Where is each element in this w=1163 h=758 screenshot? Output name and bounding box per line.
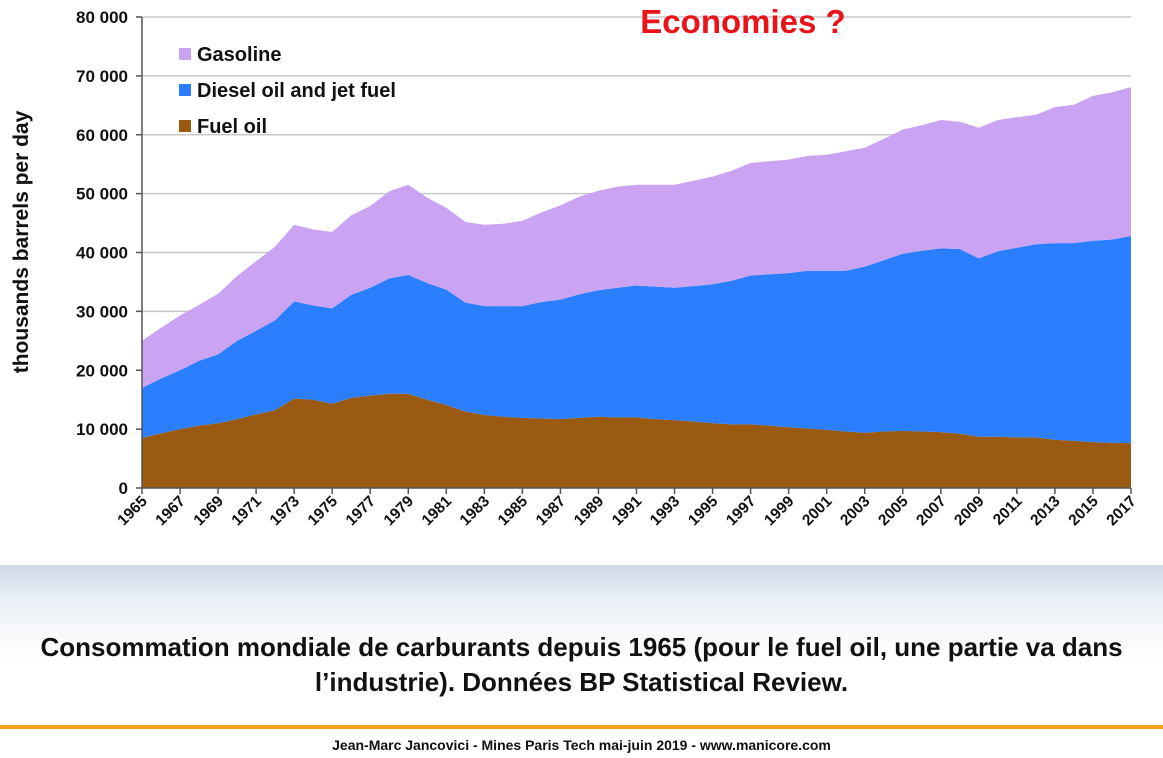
legend-swatch-fuel-oil — [179, 120, 191, 132]
x-tick-label: 1983 — [457, 493, 494, 530]
y-tick-label: 40 000 — [76, 244, 128, 263]
x-tick-label: 1993 — [647, 493, 684, 530]
axes — [136, 16, 1132, 494]
y-tick-label: 70 000 — [76, 67, 128, 86]
y-tick-label: 20 000 — [76, 361, 128, 380]
y-tick-label: 80 000 — [76, 8, 128, 27]
x-tick-label: 1973 — [267, 493, 304, 530]
x-tick-label: 1965 — [114, 493, 151, 530]
legend-label-gasoline: Gasoline — [197, 44, 281, 66]
x-tick-label: 2003 — [837, 493, 874, 530]
chart-frame: 0 10 000 20 000 30 000 40 000 50 000 60 000 70 … — [0, 3, 1163, 566]
legend-swatch-diesel-oil-and-jet-fuel — [179, 84, 191, 96]
x-tick-label: 1975 — [305, 493, 342, 530]
legend: Gasoline Diesel oil and jet fuel Fuel oil — [179, 44, 396, 138]
x-tick-label: 2005 — [875, 493, 912, 530]
x-tick-label: 1967 — [152, 493, 188, 529]
x-tick-label: 1999 — [761, 493, 798, 530]
y-tick-label: 50 000 — [76, 185, 128, 204]
background-band — [0, 566, 1163, 726]
x-tick-label: 1971 — [229, 493, 266, 530]
x-tick-label: 1989 — [571, 493, 608, 530]
stacked-area-chart: 0 10 000 20 000 30 000 40 000 50 000 60 000 70 … — [10, 3, 1140, 530]
caption: Consommation mondiale de carburants depu… — [40, 632, 1123, 697]
x-tick-label: 2015 — [1065, 493, 1102, 530]
x-tick-label: 2011 — [990, 493, 1026, 529]
x-tick-label: 1981 — [419, 493, 456, 530]
legend-swatch-gasoline — [179, 48, 191, 60]
x-tick-label: 1969 — [191, 493, 228, 530]
legend-label-fuel-oil: Fuel oil — [197, 116, 267, 138]
x-tick-label: 1985 — [495, 493, 532, 530]
x-tick-label: 1997 — [723, 493, 759, 529]
area-diesel-oil-and-jet-fuel — [142, 236, 1131, 444]
y-tick-label: 10 000 — [76, 420, 128, 439]
y-axis-label: thousands barrels per day — [10, 110, 33, 373]
x-tick-label: 2007 — [913, 493, 949, 529]
x-tick-label: 2009 — [951, 493, 988, 530]
footer-credit: Jean-Marc Jancovici - Mines Paris Tech m… — [332, 737, 831, 753]
y-tick-label: 0 — [119, 479, 128, 498]
x-tick-label: 2001 — [799, 493, 836, 530]
x-tick-labels: 1965 1967 1969 1971 1973 1975 1977 1979 1981 1983… — [114, 493, 1139, 530]
x-tick-label: 1987 — [533, 493, 569, 529]
x-tick-label: 1977 — [343, 493, 379, 529]
y-tick-labels: 0 10 000 20 000 30 000 40 000 50 000 60 000 70 … — [76, 8, 128, 498]
x-tick-label: 2017 — [1103, 493, 1139, 529]
x-tick-label: 2013 — [1027, 493, 1064, 530]
area-gasoline — [142, 87, 1131, 388]
x-tick-label: 1995 — [685, 493, 722, 530]
footer-divider — [0, 725, 1163, 729]
x-tick-label: 1979 — [381, 493, 418, 530]
y-tick-label: 30 000 — [76, 302, 128, 321]
area-series — [142, 87, 1131, 488]
legend-label-diesel-oil-and-jet-fuel: Diesel oil and jet fuel — [197, 80, 396, 102]
chart-title: Economies ? — [640, 3, 845, 40]
x-tick-label: 1991 — [609, 493, 646, 530]
y-tick-label: 60 000 — [76, 126, 128, 145]
area-fuel-oil — [142, 393, 1131, 488]
